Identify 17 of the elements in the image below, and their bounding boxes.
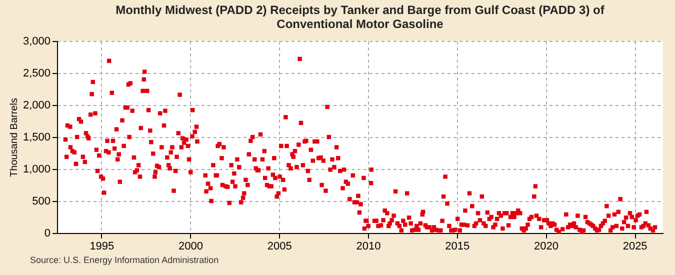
y-tick-label: 500 — [32, 196, 50, 208]
x-tick-label: 2020 — [534, 240, 558, 252]
x-tick-label: 2025 — [622, 240, 648, 252]
x-tick-label: 2005 — [267, 240, 292, 252]
x-tick-label: 1995 — [90, 240, 114, 252]
y-tick-label: 2,500 — [22, 68, 50, 80]
source-note: Source: U.S. Energy Information Administration — [30, 255, 219, 265]
x-tick-label: 2010 — [356, 240, 381, 252]
y-tick-label: 3,000 — [22, 36, 50, 48]
y-axis-title: Thousand Barrels — [8, 98, 20, 177]
y-tick-label: 0 — [44, 228, 50, 240]
y-tick-label: 2,000 — [22, 100, 50, 112]
y-tick-label: 1,000 — [22, 164, 50, 176]
chart-title: Monthly Midwest (PADD 2) Receipts by Tanker and Barge from Gulf Coast (PADD 3) of Conventional Motor Gasoline — [116, 3, 606, 31]
x-tick-label: 2015 — [445, 240, 470, 252]
y-tick-label: 1,500 — [22, 132, 50, 144]
x-tick-label: 2000 — [178, 240, 204, 252]
